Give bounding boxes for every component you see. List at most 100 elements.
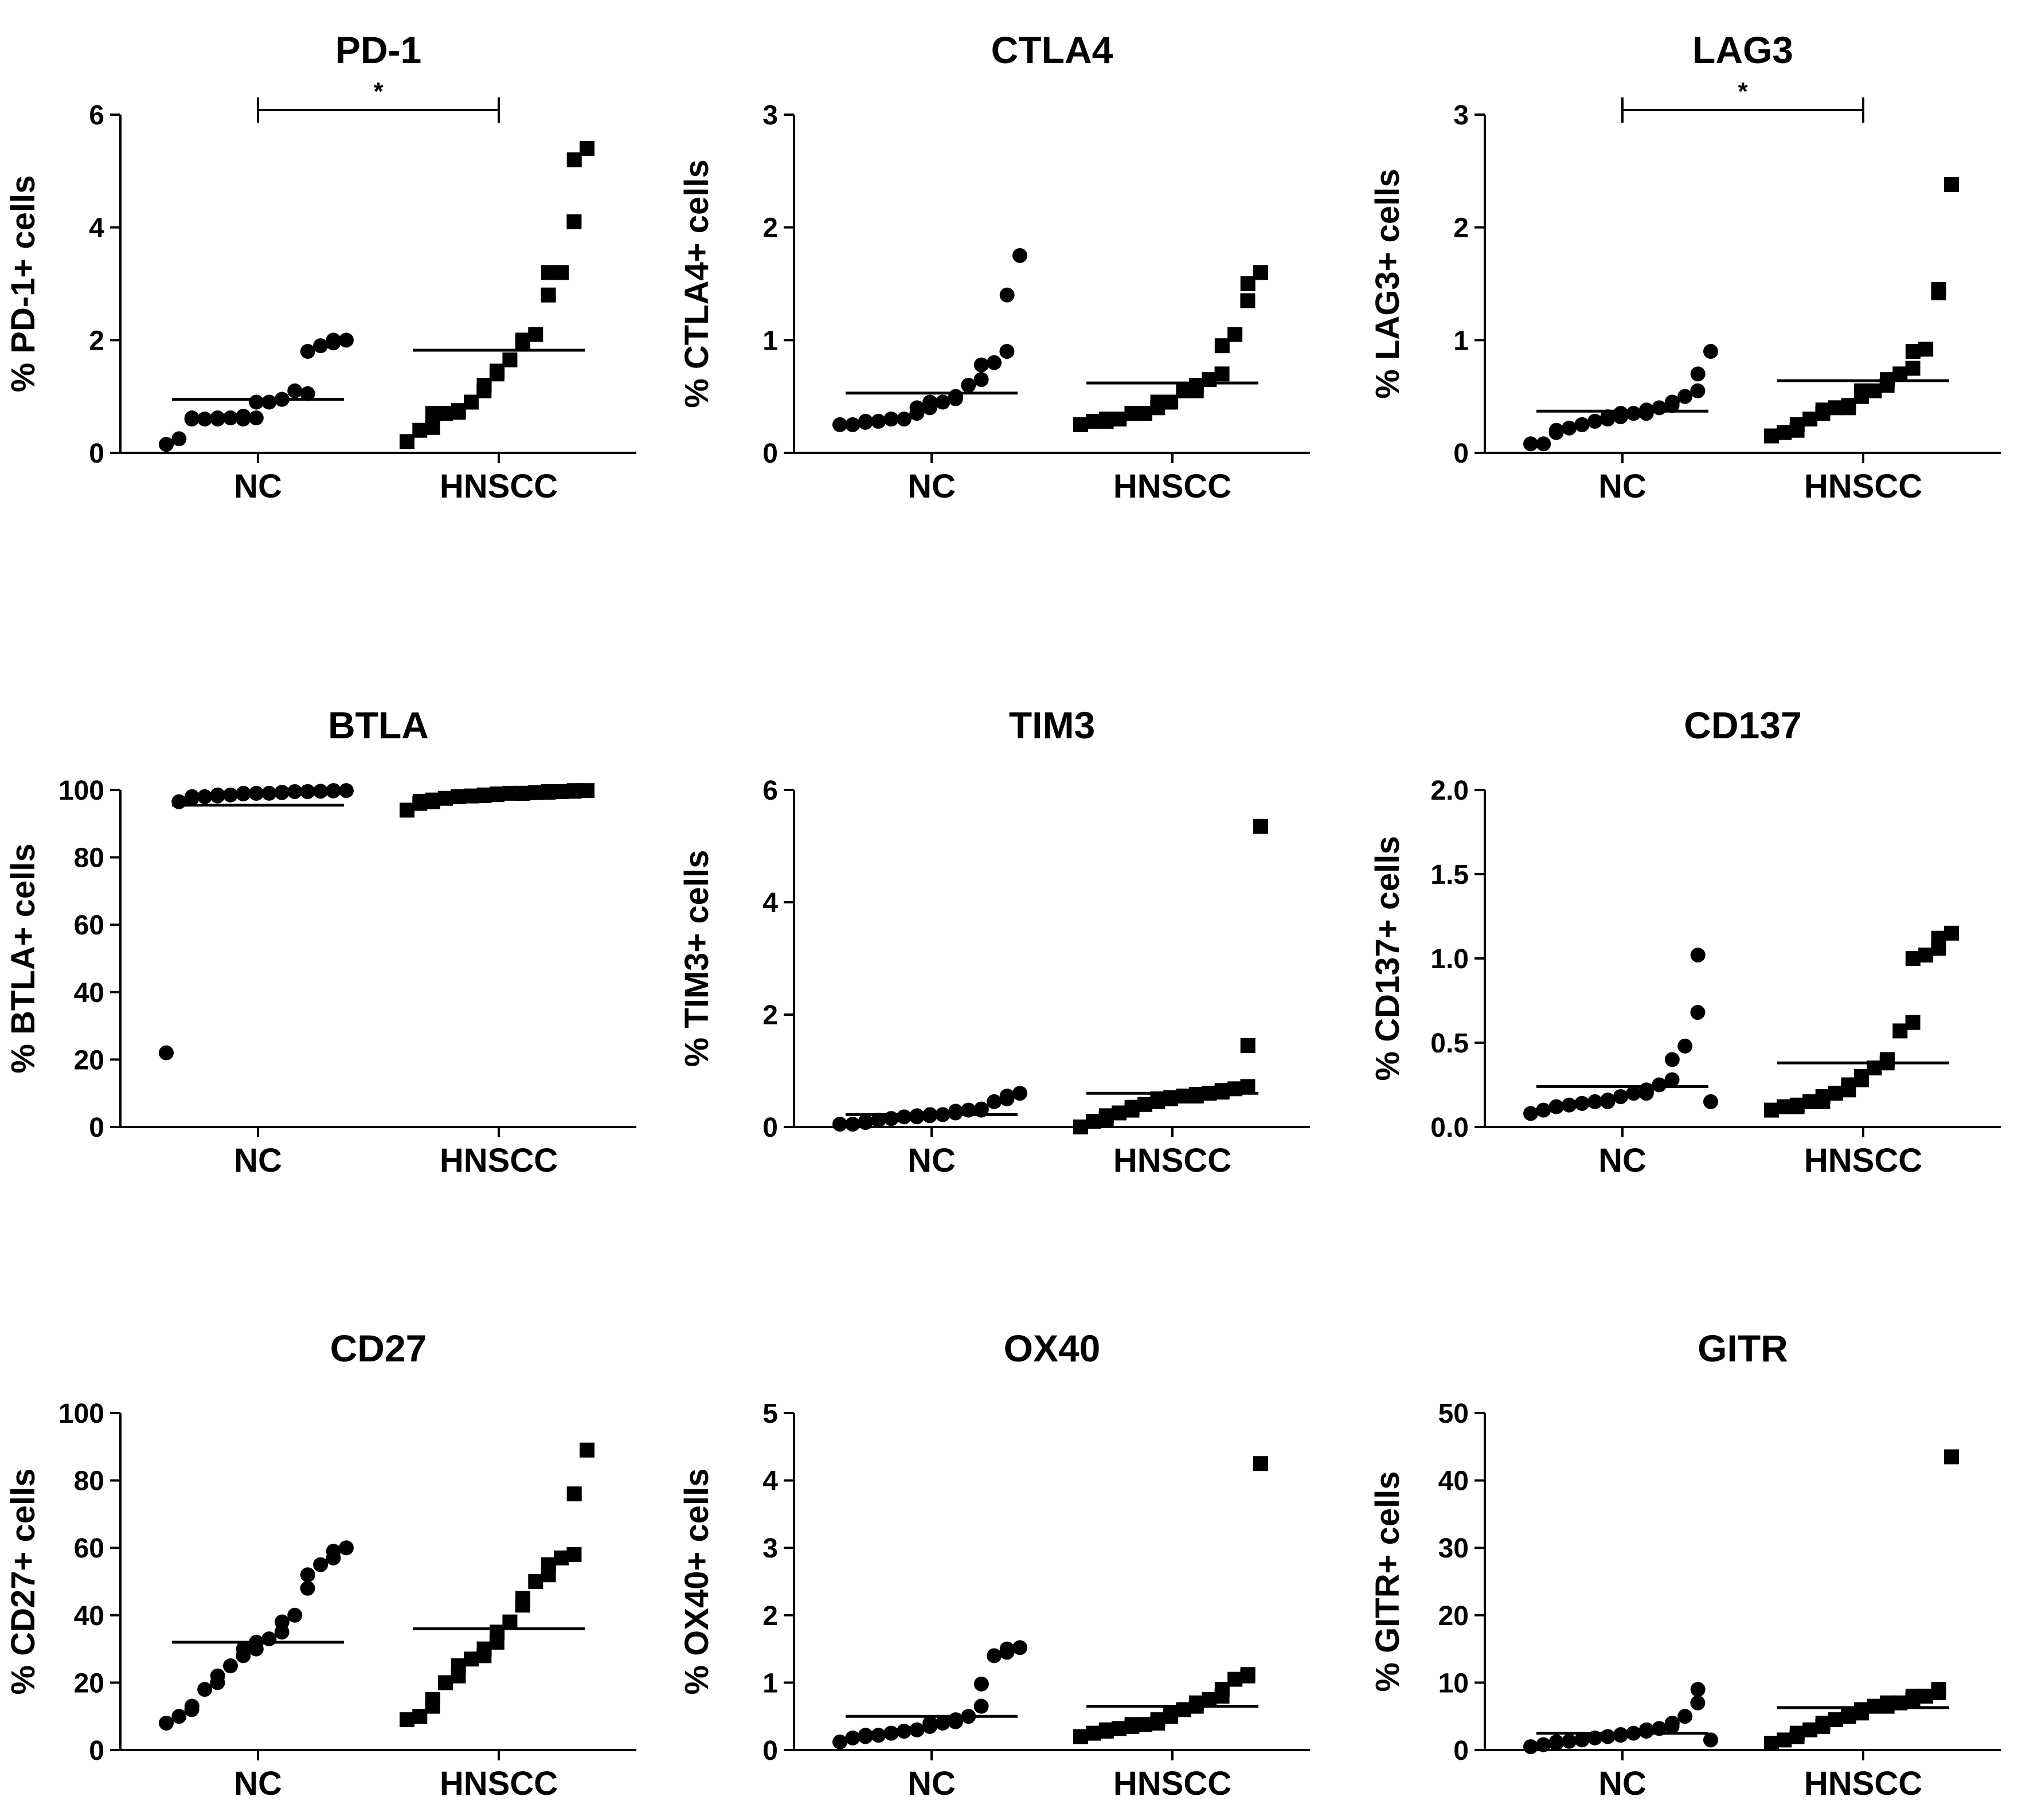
data-point: [1777, 425, 1792, 440]
data-point: [858, 1114, 873, 1129]
y-axis-label: % CD27+ cells: [5, 1469, 42, 1695]
data-point: [883, 1725, 899, 1741]
data-point: [1815, 402, 1831, 418]
series-hnscc: [1073, 265, 1268, 432]
data-point: [1523, 1106, 1538, 1121]
data-point: [210, 412, 225, 426]
data-point: [1828, 400, 1843, 416]
y-tick-label: 0: [89, 1736, 104, 1766]
panel-title: LAG3: [1692, 29, 1793, 71]
data-point: [275, 785, 290, 800]
data-point: [1189, 1695, 1204, 1711]
y-tick-label: 80: [74, 843, 104, 874]
data-point: [948, 1103, 963, 1119]
data-point: [566, 1547, 582, 1562]
series-hnscc: [1073, 1456, 1268, 1744]
data-point: [300, 386, 315, 401]
data-point: [1240, 1079, 1256, 1094]
data-point: [184, 410, 200, 426]
data-point: [1253, 819, 1268, 834]
y-tick-label: 0.0: [1430, 1113, 1469, 1143]
data-point: [973, 372, 989, 388]
data-point: [300, 784, 315, 799]
panel-title: BTLA: [328, 704, 429, 746]
data-point: [1613, 1089, 1629, 1105]
data-point: [1163, 1705, 1179, 1721]
y-tick-label: 100: [58, 776, 104, 806]
data-point: [1854, 383, 1870, 398]
x-tick-label: NC: [1598, 1142, 1646, 1179]
data-point: [223, 410, 238, 426]
data-point: [1639, 1082, 1654, 1098]
data-point: [935, 394, 951, 410]
x-tick-label: NC: [234, 1765, 282, 1802]
data-point: [1240, 1038, 1256, 1053]
significance-label: *: [1738, 77, 1748, 105]
y-axis-label: % BTLA+ cells: [5, 843, 42, 1073]
data-point: [1613, 406, 1629, 421]
data-point: [897, 1724, 912, 1739]
data-point: [973, 1676, 989, 1692]
data-point: [1098, 1108, 1114, 1124]
series-hnscc: [1073, 819, 1268, 1134]
data-point: [871, 1113, 886, 1128]
data-point: [1664, 1052, 1680, 1067]
data-point: [987, 355, 1002, 370]
y-tick-label: 5: [762, 1399, 778, 1429]
data-point: [1574, 1095, 1590, 1111]
data-point: [1703, 344, 1718, 359]
data-point: [210, 787, 225, 803]
data-point: [961, 378, 976, 393]
x-tick-label: NC: [908, 1765, 956, 1802]
data-point: [400, 1712, 414, 1728]
data-point: [1789, 1725, 1805, 1741]
data-point: [987, 1094, 1002, 1109]
data-point: [1176, 1089, 1191, 1104]
data-point: [528, 785, 543, 800]
data-point: [1905, 344, 1921, 359]
data-point: [871, 413, 886, 429]
data-point: [948, 1712, 963, 1728]
y-axis-label: % CD137+ cells: [1369, 836, 1406, 1081]
data-point: [313, 784, 328, 799]
x-tick-label: NC: [908, 1142, 956, 1179]
x-tick-label: HNSCC: [1113, 1765, 1231, 1802]
data-point: [1854, 1068, 1870, 1084]
data-point: [566, 214, 582, 229]
y-tick-label: 2: [762, 213, 778, 244]
data-point: [412, 1709, 428, 1724]
data-point: [1086, 413, 1101, 429]
data-point: [554, 265, 569, 280]
data-point: [541, 1557, 556, 1572]
data-point: [1841, 1709, 1856, 1724]
data-point: [412, 422, 428, 438]
data-point: [502, 1614, 518, 1630]
x-tick-label: HNSCC: [440, 1142, 558, 1179]
data-point: [1548, 422, 1564, 438]
data-point: [1652, 1077, 1667, 1093]
data-point: [184, 1698, 200, 1714]
data-point: [476, 378, 492, 393]
y-axis-label: % CTLA4+ cells: [678, 159, 715, 408]
data-point: [1536, 1737, 1551, 1752]
panel-lag3: LAG3 % LAG3+ cells 0 1 2 3 NC HNSCC *: [1369, 29, 2001, 505]
data-point: [1548, 1099, 1564, 1114]
data-point: [909, 400, 925, 416]
data-point: [502, 352, 518, 367]
data-point: [515, 1591, 530, 1606]
data-point: [1012, 248, 1027, 263]
y-tick-label: 0: [89, 439, 104, 469]
x-tick-label: HNSCC: [1804, 1765, 1922, 1802]
data-point: [1124, 1717, 1140, 1732]
data-point: [1073, 417, 1088, 432]
data-point: [1764, 1736, 1779, 1751]
data-point: [999, 344, 1015, 359]
data-point: [973, 357, 989, 373]
data-point: [858, 413, 873, 429]
data-point: [1664, 1072, 1680, 1087]
x-tick-label: NC: [1598, 1765, 1646, 1802]
data-point: [326, 783, 341, 799]
y-tick-label: 2: [89, 326, 104, 356]
y-tick-label: 20: [74, 1045, 104, 1075]
data-point: [1690, 383, 1706, 398]
